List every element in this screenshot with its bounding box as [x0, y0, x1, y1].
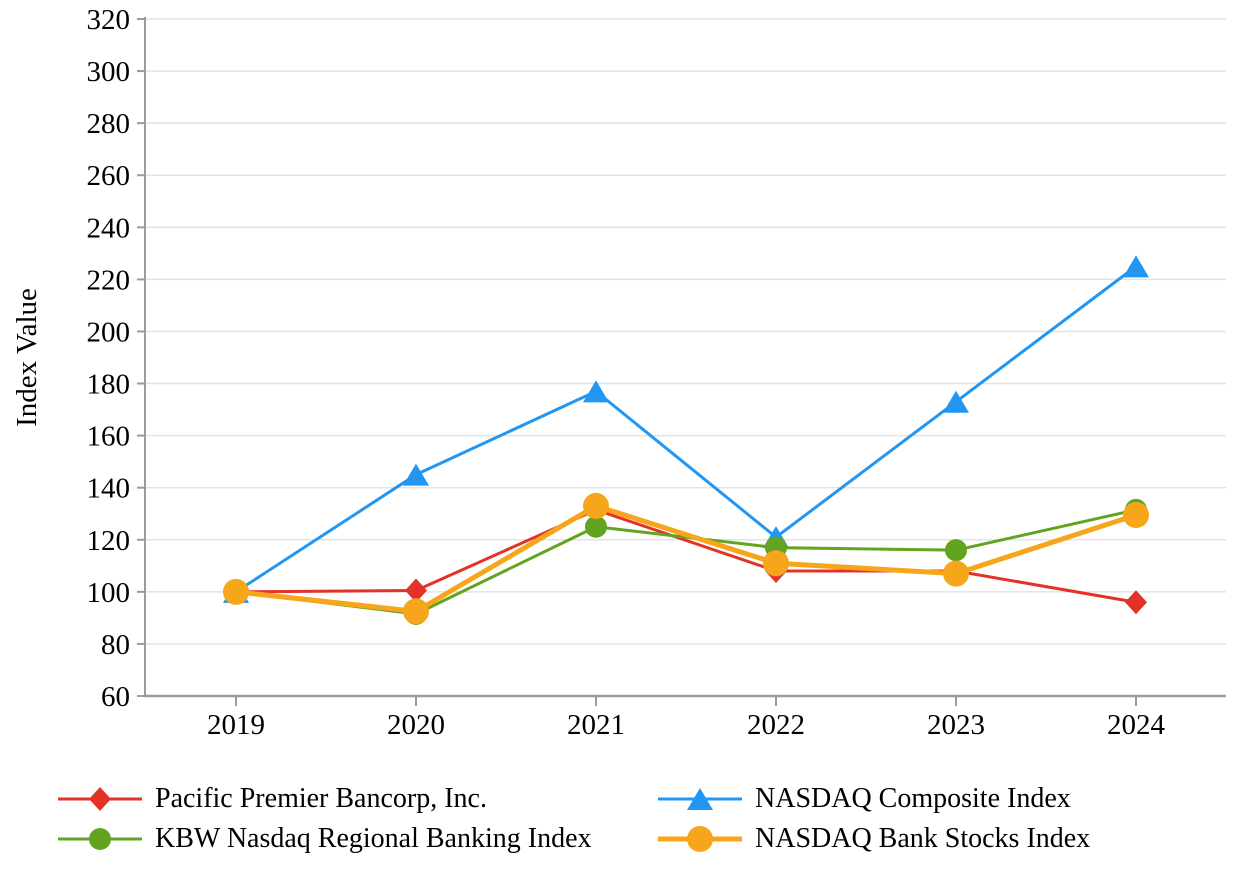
y-axis-tick-label: 60	[101, 681, 130, 713]
series-line	[235, 508, 1137, 616]
plot-area: 60 80 100 120 140 160 180 200 220 240 260 280 300 320…	[11, 4, 1226, 741]
series-line	[235, 508, 1137, 604]
legend-item-kbw-regional-banking: KBW Nasdaq Regional Banking Index	[56, 820, 656, 858]
x-axis-tick-label: 2024	[1107, 709, 1166, 741]
y-axis-tick-label: 180	[87, 369, 131, 401]
series-line	[235, 265, 1137, 594]
circle-marker-icon	[687, 826, 713, 852]
y-axis-tick-label: 320	[87, 4, 131, 36]
y-axis-tick-label: 80	[101, 629, 130, 661]
y-axis-tick-label: 300	[87, 56, 131, 88]
y-axis-tick-label: 220	[87, 264, 131, 296]
circle-marker-icon	[583, 492, 609, 519]
triangle-marker-icon	[1123, 255, 1149, 278]
circle-marker-icon	[585, 515, 607, 538]
x-axis-tick-label: 2021	[567, 709, 625, 741]
circle-marker-icon	[763, 550, 789, 577]
legend-item-nasdaq-bank-stocks: NASDAQ Bank Stocks Index	[656, 820, 1090, 858]
x-axis-tick-label: 2019	[207, 709, 265, 741]
diamond-marker-icon	[89, 787, 111, 811]
x-axis-tick-label: 2023	[927, 709, 985, 741]
y-axis-tick-label: 160	[87, 421, 131, 453]
circle-marker-icon	[89, 828, 111, 850]
legend: Pacific Premier Bancorp, Inc. NASDAQ Com…	[56, 780, 1090, 858]
diamond-marker-icon	[1125, 590, 1147, 615]
y-axis-tick-label: 200	[87, 316, 131, 348]
y-axis-tick-label: 120	[87, 525, 131, 557]
y-axis-tick-label: 260	[87, 160, 131, 192]
circle-marker-icon	[58, 828, 142, 850]
legend-item-nasdaq-composite: NASDAQ Composite Index	[656, 780, 1090, 818]
y-axis-tick-label: 100	[87, 577, 131, 609]
triangle-marker-icon	[687, 788, 713, 810]
legend-label: Pacific Premier Bancorp, Inc.	[155, 783, 487, 814]
y-axis-tick-label: 280	[87, 108, 131, 140]
legend-item-ppbi: Pacific Premier Bancorp, Inc.	[56, 780, 656, 818]
diamond-marker-icon	[405, 578, 427, 603]
triangle-marker-icon	[943, 390, 969, 413]
circle-marker-icon	[945, 539, 967, 562]
circle-marker-icon	[403, 598, 429, 625]
circle-marker-icon	[658, 826, 742, 852]
triangle-marker-icon	[583, 380, 609, 403]
series-line	[235, 503, 1137, 614]
x-axis-tick-label: 2022	[747, 709, 805, 741]
triangle-marker-icon	[403, 463, 429, 486]
triangle-marker-icon	[658, 788, 742, 810]
circle-marker-icon	[1123, 502, 1149, 529]
y-axis-title: Index Value	[11, 288, 43, 427]
x-axis-tick-label: 2020	[387, 709, 445, 741]
legend-label: KBW Nasdaq Regional Banking Index	[155, 823, 592, 854]
legend-label: NASDAQ Composite Index	[755, 783, 1071, 814]
legend-label: NASDAQ Bank Stocks Index	[755, 823, 1091, 854]
circle-marker-icon	[943, 560, 969, 587]
y-axis-tick-label: 240	[87, 212, 131, 244]
diamond-marker-icon	[58, 787, 142, 811]
circle-marker-icon	[223, 578, 249, 605]
y-axis-tick-label: 140	[87, 473, 131, 505]
